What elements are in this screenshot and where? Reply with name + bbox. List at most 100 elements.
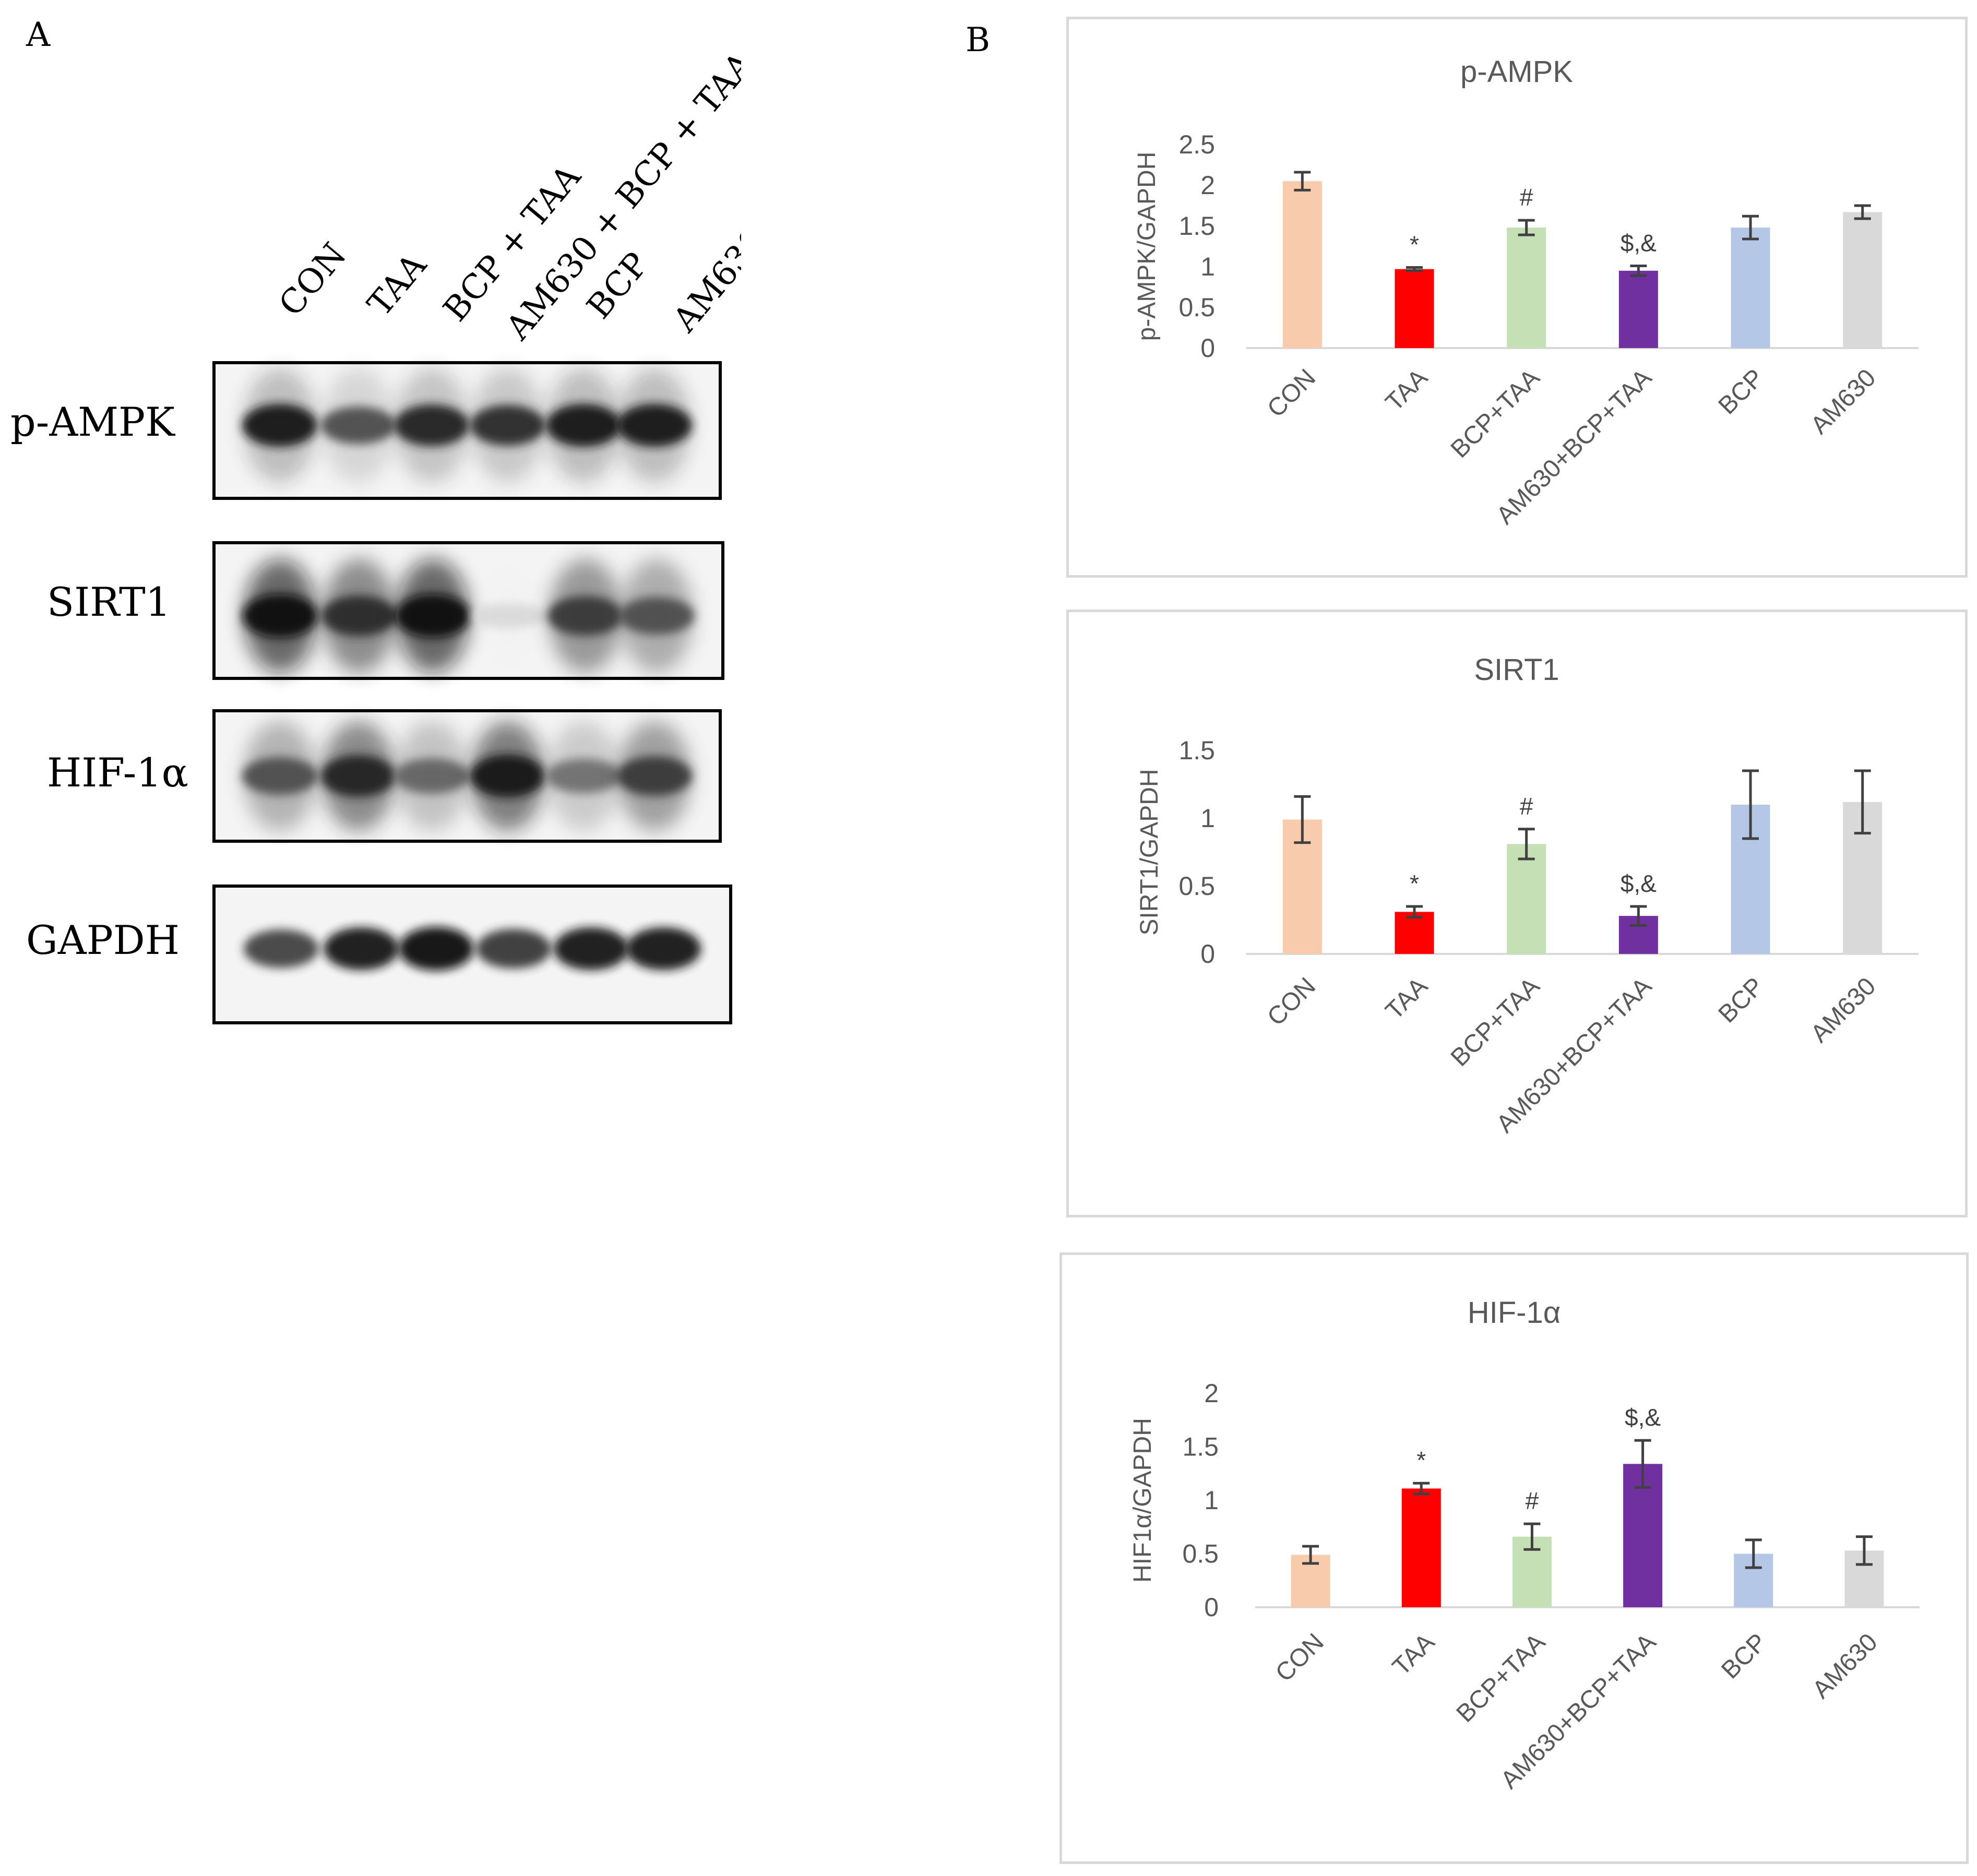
blot-label-3: GAPDH: [26, 917, 180, 963]
x-tick-label: CON: [1262, 364, 1321, 423]
error-bar: [1742, 769, 1759, 840]
x-tick-label: TAA: [1387, 1628, 1440, 1681]
band: [395, 594, 471, 638]
y-tick-label: 1: [1204, 1486, 1219, 1515]
error-bar: [1854, 204, 1871, 220]
bar: [1507, 228, 1546, 348]
bar: [1507, 844, 1546, 954]
band: [242, 757, 318, 795]
y-tick-label: 1: [1200, 252, 1215, 281]
y-tick-label: 2.5: [1178, 130, 1215, 159]
y-axis-label: p-AMPK/GAPDH: [1133, 152, 1161, 341]
band: [470, 405, 545, 446]
x-tick-label: CON: [1262, 972, 1321, 1031]
y-tick-label: 0: [1204, 1593, 1219, 1622]
panel-a-label: A: [26, 16, 51, 54]
x-tick-label: TAA: [1380, 364, 1433, 416]
y-axis-label: HIF1α/GAPDH: [1129, 1418, 1157, 1583]
band: [616, 756, 692, 796]
error-bar: [1745, 1538, 1762, 1569]
band: [394, 758, 470, 794]
significance-marker: $,&: [1625, 1404, 1661, 1431]
x-tick-label: BCP: [1716, 1628, 1772, 1684]
x-tick-label: BCP+TAA: [1446, 972, 1545, 1072]
significance-marker: *: [1416, 1447, 1426, 1474]
y-tick-label: 1.5: [1178, 736, 1215, 765]
error-bar: [1518, 828, 1535, 861]
error-bar: [1634, 1439, 1651, 1489]
y-tick-label: 1.5: [1178, 211, 1215, 241]
band: [394, 404, 470, 446]
bar: [1395, 912, 1434, 954]
x-tick-label: AM630: [1805, 364, 1881, 439]
chart-p-ampk: p-AMPK p-AMPK/GAPDH 0 0.5 1 1.5 2 2.5 CON * TAA # BC…: [1066, 17, 1968, 578]
band: [546, 404, 622, 447]
band: [471, 603, 547, 628]
significance-marker: #: [1520, 793, 1533, 820]
chart-title: p-AMPK: [1460, 55, 1573, 89]
y-tick-label: 0: [1200, 939, 1215, 969]
band: [619, 597, 695, 635]
error-bar: [1630, 905, 1647, 927]
x-tick-label: TAA: [1380, 972, 1433, 1025]
band: [547, 596, 623, 636]
band: [398, 927, 474, 971]
significance-marker: $,&: [1621, 870, 1657, 897]
y-tick-label: 0.5: [1178, 871, 1215, 901]
error-bar: [1855, 1535, 1873, 1566]
band: [553, 927, 629, 970]
x-tick-label: BCP: [1713, 364, 1769, 420]
error-bar: [1302, 1545, 1319, 1565]
band: [321, 595, 397, 636]
y-tick-label: 2: [1200, 171, 1215, 200]
band: [243, 929, 319, 968]
chart-sirt1: SIRT1 SIRT1/GAPDH 0 0.5 1 1.5 CON * TAA # BCP+TAA $…: [1066, 610, 1968, 1217]
y-tick-label: 2: [1204, 1379, 1219, 1408]
band: [546, 759, 622, 793]
lane-label-1: TAA: [361, 246, 435, 324]
band: [242, 404, 318, 447]
significance-marker: *: [1410, 870, 1419, 897]
error-bar: [1294, 171, 1311, 192]
lane-label-5: AM630: [665, 221, 741, 340]
x-tick-label: AM630: [1807, 1628, 1883, 1704]
band: [616, 404, 692, 447]
error-bar: [1518, 219, 1535, 236]
chart-title: HIF-1α: [1468, 1296, 1561, 1330]
chart-hif1a: HIF-1α HIF1α/GAPDH 0 0.5 1 1.5 2 CON * TAA # BCP+TA…: [1059, 1252, 1969, 1864]
significance-marker: #: [1520, 184, 1533, 211]
blot-frame: [212, 361, 722, 500]
blot-row-3: GAPDH: [26, 885, 732, 1024]
blot-label-2: HIF-1α: [47, 749, 188, 796]
error-bar: [1294, 795, 1311, 844]
significance-marker: #: [1526, 1487, 1539, 1514]
x-tick-label: CON: [1270, 1628, 1329, 1687]
blot-label-0: p-AMPK: [10, 399, 175, 445]
band: [626, 927, 701, 970]
bar: [1843, 212, 1883, 348]
bar: [1731, 228, 1770, 348]
error-bar: [1406, 266, 1423, 272]
y-tick-label: 0: [1200, 333, 1215, 363]
significance-marker: $,&: [1621, 229, 1657, 256]
y-tick-label: 1: [1200, 804, 1215, 833]
bar: [1395, 269, 1434, 348]
band: [242, 594, 318, 638]
error-bar: [1523, 1522, 1541, 1551]
blot-frame: [212, 885, 732, 1024]
blot-row-1: SIRT1: [47, 541, 724, 680]
band: [476, 929, 552, 969]
bar: [1401, 1488, 1441, 1607]
band: [320, 407, 396, 444]
error-bar: [1413, 1481, 1430, 1496]
blot-row-0: p-AMPK: [10, 361, 722, 500]
band: [470, 755, 545, 797]
y-tick-label: 0.5: [1178, 293, 1215, 322]
x-tick-label: AM630: [1805, 972, 1881, 1048]
x-tick-label: BCP: [1713, 972, 1769, 1028]
blot-row-2: HIF-1α: [47, 709, 722, 843]
x-tick-label: BCP+TAA: [1451, 1628, 1551, 1728]
blot-frame: [212, 541, 724, 680]
error-bar: [1742, 214, 1759, 241]
